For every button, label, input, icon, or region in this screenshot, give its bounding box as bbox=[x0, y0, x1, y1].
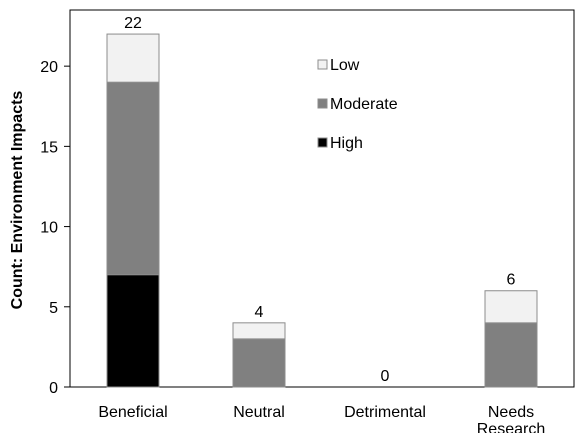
y-tick-label: 10 bbox=[40, 220, 58, 237]
bar-total-label: 22 bbox=[124, 15, 142, 32]
legend-swatch-low bbox=[317, 59, 328, 70]
y-tick-label: 0 bbox=[49, 380, 58, 397]
bar-segment-moderate-beneficial bbox=[106, 81, 160, 276]
x-category-label: Detrimental bbox=[344, 404, 426, 421]
y-tick-label: 15 bbox=[40, 139, 58, 156]
bar-segment-low-needs-research bbox=[484, 290, 538, 324]
bar-segment-moderate-needs-research bbox=[484, 322, 538, 388]
x-category-label: Needs bbox=[488, 404, 534, 421]
legend-label-high: High bbox=[330, 135, 363, 152]
y-axis-title: Count: Environment Impacts bbox=[9, 91, 26, 310]
bar-segment-low-neutral bbox=[232, 322, 286, 340]
legend-label-low: Low bbox=[330, 57, 360, 74]
bar-segment-low-beneficial bbox=[106, 33, 160, 83]
x-category-label: Neutral bbox=[233, 404, 285, 421]
bar-segment-moderate-neutral bbox=[232, 338, 286, 388]
bar-total-label: 4 bbox=[255, 304, 264, 321]
legend-label-moderate: Moderate bbox=[330, 96, 398, 113]
bar-segment-high-beneficial bbox=[106, 274, 160, 388]
legend-swatch-high bbox=[317, 137, 328, 148]
x-category-label: Research bbox=[477, 421, 545, 433]
x-category-label: Beneficial bbox=[98, 404, 167, 421]
y-tick-label: 20 bbox=[40, 59, 58, 76]
legend-swatch-moderate bbox=[317, 98, 328, 109]
plot-frame bbox=[69, 9, 575, 388]
bar-total-label: 6 bbox=[507, 272, 516, 289]
bar-total-label: 0 bbox=[381, 368, 390, 385]
y-tick-label: 5 bbox=[49, 300, 58, 317]
